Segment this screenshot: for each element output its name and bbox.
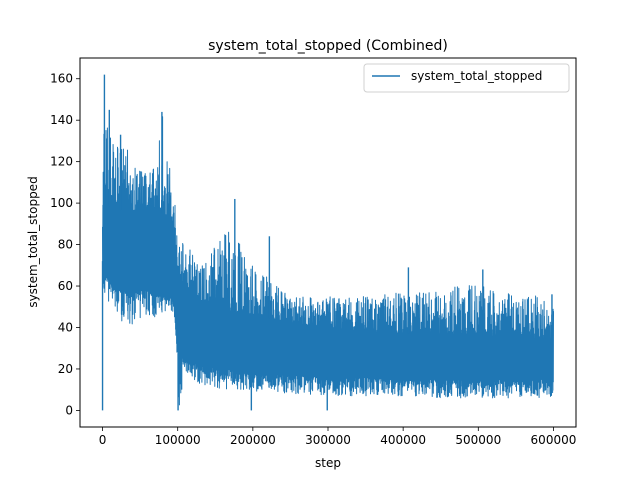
y-tick-label: 120 [50,155,73,169]
y-axis: 0 20 40 60 80 100 120 140 160 [50,72,80,417]
x-axis: 0 100000 200000 300000 400000 500000 600000 [99,427,577,447]
x-tick-label: 500000 [455,433,501,447]
x-tick-label: 200000 [230,433,276,447]
y-tick-label: 140 [50,113,73,127]
series-layer [101,74,554,411]
y-tick-label: 100 [50,196,73,210]
x-axis-title: step [315,456,341,470]
x-tick-label: 300000 [305,433,351,447]
legend-label: system_total_stopped [411,69,542,83]
y-tick-label: 0 [65,403,73,417]
y-tick-label: 80 [58,238,73,252]
x-tick-label: 600000 [531,433,577,447]
chart-title: system_total_stopped (Combined) [208,38,448,54]
x-tick-label: 0 [99,433,107,447]
series-line [102,116,554,406]
legend: system_total_stopped [363,63,570,93]
x-tick-label: 100000 [155,433,201,447]
legend-box [363,63,570,93]
plot-area [79,57,577,428]
x-tick-label: 400000 [380,433,426,447]
y-axis-title: system_total_stopped [26,176,40,307]
y-tick-label: 20 [58,362,73,376]
y-tick-label: 40 [58,320,73,334]
y-tick-label: 60 [58,279,73,293]
y-tick-label: 160 [50,72,73,86]
